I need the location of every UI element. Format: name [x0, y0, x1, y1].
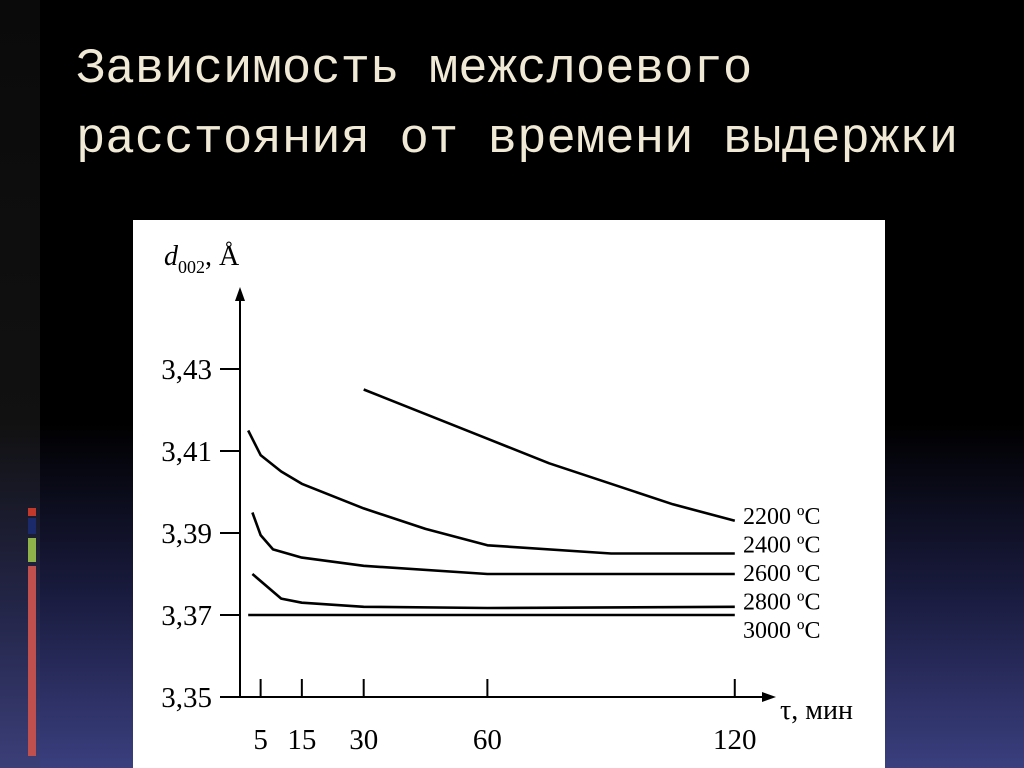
chart: d002, Å τ, мин 3,35 3,37 3,39 3,41 3,43 5 15 30 60… [133, 220, 885, 768]
y-label-unit: , Å [205, 241, 240, 272]
series-line [251, 573, 735, 610]
y-axis-arrow [235, 287, 245, 301]
x-axis-arrow [762, 692, 776, 702]
x-tick-label: 5 [253, 724, 268, 756]
chart-background [133, 220, 885, 768]
series-line [251, 512, 735, 576]
y-label-symbol: d [164, 241, 179, 272]
y-tick-label: 3,41 [161, 436, 212, 468]
accent [28, 566, 36, 756]
series-label: 3000 ºC [743, 618, 820, 644]
y-axis-label: d002, Å [164, 241, 240, 277]
series-line [247, 429, 735, 555]
series-label: 2200 ºC [743, 504, 820, 530]
y-tick-label: 3,39 [161, 518, 212, 550]
series-label: 2800 ºC [743, 590, 820, 616]
slide-title: Зависимость межслоевого расстояния от вр… [76, 41, 959, 167]
x-axis-label: τ, мин [780, 695, 853, 726]
y-label-subscript: 002 [178, 257, 205, 277]
x-tick-label: 60 [473, 724, 502, 756]
accent [28, 538, 36, 562]
series-label: 2400 ºC [743, 533, 820, 559]
y-tick-label: 3,43 [161, 354, 212, 386]
y-tick-label: 3,37 [161, 600, 212, 632]
x-tick-label: 15 [287, 724, 316, 756]
accent [28, 508, 36, 516]
x-tick-label: 120 [713, 724, 757, 756]
series-line [363, 388, 736, 522]
y-tick-label: 3,35 [161, 682, 212, 714]
x-tick-label: 30 [349, 724, 378, 756]
series-label: 2600 ºC [743, 561, 820, 587]
accent [28, 518, 36, 534]
